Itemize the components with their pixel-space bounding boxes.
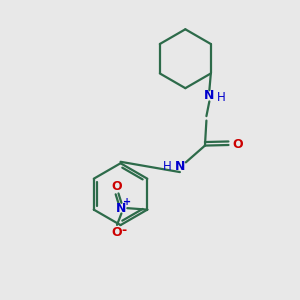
Text: O: O xyxy=(112,226,122,239)
Text: N: N xyxy=(175,160,185,173)
Text: -: - xyxy=(121,224,126,237)
Text: +: + xyxy=(123,197,131,207)
Text: O: O xyxy=(232,139,243,152)
Text: N: N xyxy=(204,89,214,102)
Text: H: H xyxy=(218,92,226,104)
Text: N: N xyxy=(116,202,127,215)
Text: O: O xyxy=(112,180,122,193)
Text: H: H xyxy=(163,160,172,173)
